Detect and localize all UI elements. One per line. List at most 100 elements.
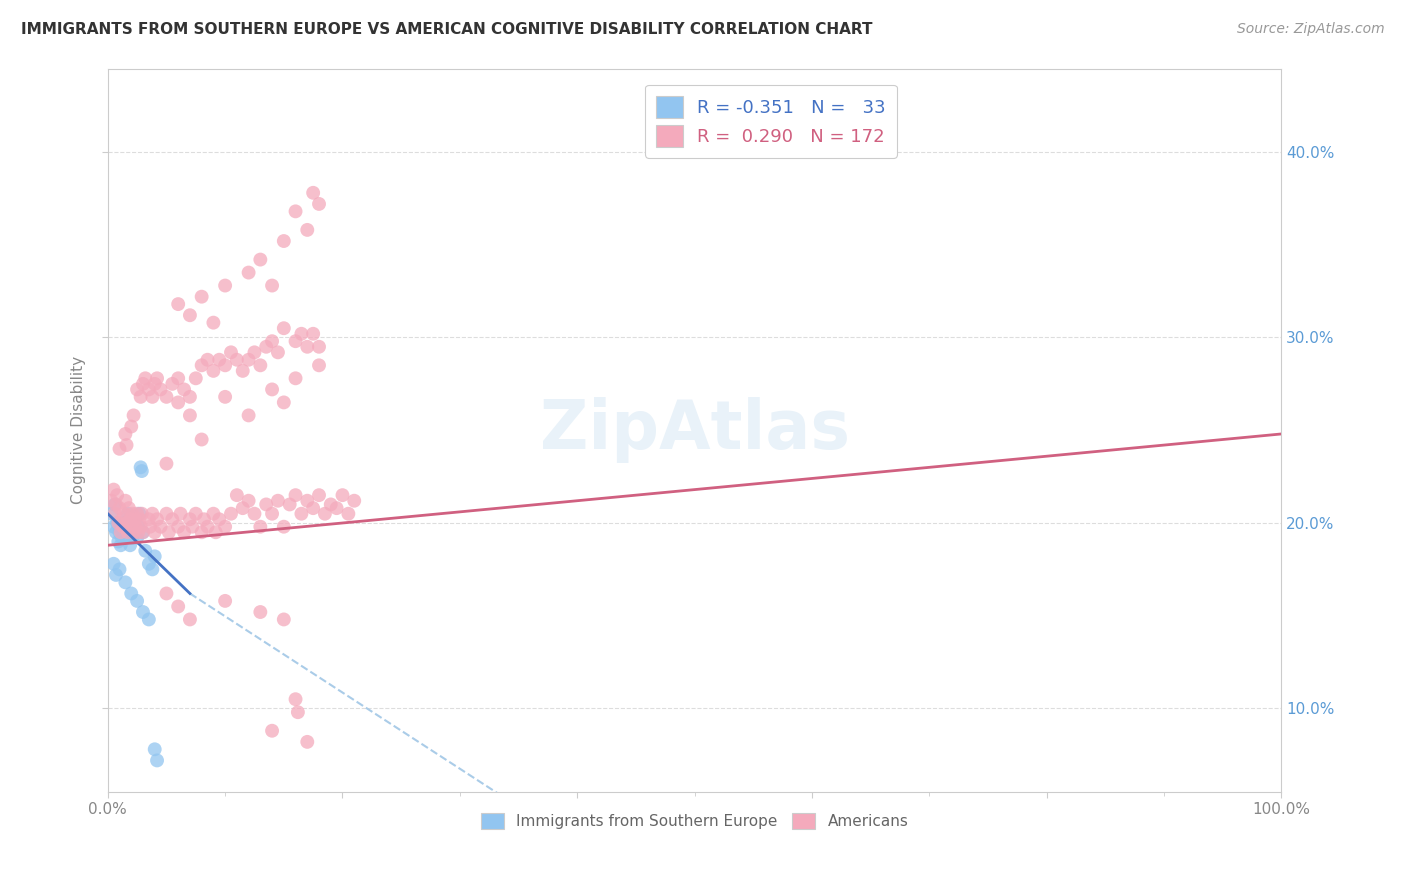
Point xyxy=(157,525,180,540)
Point xyxy=(267,493,290,508)
Point xyxy=(184,371,207,385)
Point xyxy=(129,519,152,533)
Point xyxy=(143,376,166,391)
Point xyxy=(124,512,146,526)
Point xyxy=(214,278,236,293)
Point xyxy=(103,519,125,533)
Point xyxy=(337,507,360,521)
Point xyxy=(108,562,131,576)
Point xyxy=(117,525,139,540)
Point xyxy=(128,512,150,526)
Point xyxy=(111,512,134,526)
Point xyxy=(146,753,169,767)
Point xyxy=(127,519,149,533)
Point xyxy=(105,516,128,530)
Point xyxy=(243,345,266,359)
Point xyxy=(132,525,155,540)
Point xyxy=(262,507,284,521)
Point xyxy=(208,512,231,526)
Point xyxy=(112,507,135,521)
Text: IMMIGRANTS FROM SOUTHERN EUROPE VS AMERICAN COGNITIVE DISABILITY CORRELATION CHA: IMMIGRANTS FROM SOUTHERN EUROPE VS AMERI… xyxy=(21,22,873,37)
Point xyxy=(232,364,254,378)
Point xyxy=(319,498,342,512)
Point xyxy=(262,723,284,738)
Point xyxy=(118,501,141,516)
Point xyxy=(167,519,190,533)
Point xyxy=(308,197,330,211)
Point xyxy=(308,340,330,354)
Point xyxy=(179,390,201,404)
Point xyxy=(167,395,190,409)
Point xyxy=(254,498,277,512)
Point xyxy=(132,525,155,540)
Point xyxy=(104,507,127,521)
Point xyxy=(155,457,177,471)
Point xyxy=(104,498,127,512)
Point xyxy=(143,549,166,564)
Point xyxy=(314,507,336,521)
Point xyxy=(238,266,260,280)
Point xyxy=(107,534,129,549)
Point xyxy=(179,409,201,423)
Point xyxy=(128,507,150,521)
Point xyxy=(173,525,195,540)
Point xyxy=(190,525,212,540)
Point xyxy=(127,507,149,521)
Point xyxy=(249,605,271,619)
Point xyxy=(103,557,125,571)
Legend: Immigrants from Southern Europe, Americans: Immigrants from Southern Europe, America… xyxy=(475,806,914,835)
Point xyxy=(238,493,260,508)
Point xyxy=(273,395,295,409)
Point xyxy=(219,345,242,359)
Point xyxy=(138,383,160,397)
Point xyxy=(146,371,169,385)
Point xyxy=(284,204,307,219)
Point xyxy=(100,493,122,508)
Point xyxy=(249,359,271,373)
Point xyxy=(155,390,177,404)
Point xyxy=(202,364,225,378)
Point xyxy=(214,390,236,404)
Point xyxy=(197,352,219,367)
Point xyxy=(262,334,284,349)
Point xyxy=(190,290,212,304)
Point xyxy=(243,507,266,521)
Point xyxy=(141,507,163,521)
Point xyxy=(167,371,190,385)
Point xyxy=(139,519,162,533)
Point xyxy=(149,383,172,397)
Point xyxy=(155,586,177,600)
Point xyxy=(118,525,141,540)
Point xyxy=(103,483,125,497)
Point xyxy=(127,531,149,545)
Point xyxy=(225,352,247,367)
Point xyxy=(262,383,284,397)
Point xyxy=(284,334,307,349)
Point xyxy=(302,501,325,516)
Point xyxy=(149,519,172,533)
Point xyxy=(238,409,260,423)
Point xyxy=(131,507,153,521)
Point xyxy=(184,507,207,521)
Point xyxy=(134,544,156,558)
Point xyxy=(132,376,155,391)
Point xyxy=(179,512,201,526)
Point xyxy=(115,531,138,545)
Point xyxy=(155,507,177,521)
Point xyxy=(115,516,138,530)
Point xyxy=(325,501,347,516)
Y-axis label: Cognitive Disability: Cognitive Disability xyxy=(72,356,86,504)
Point xyxy=(104,568,127,582)
Point xyxy=(238,352,260,367)
Point xyxy=(297,223,319,237)
Point xyxy=(127,594,149,608)
Point xyxy=(100,507,122,521)
Point xyxy=(273,234,295,248)
Point xyxy=(122,525,145,540)
Point xyxy=(162,376,184,391)
Point xyxy=(131,464,153,478)
Point xyxy=(129,390,152,404)
Point xyxy=(181,519,204,533)
Point xyxy=(115,438,138,452)
Point xyxy=(167,599,190,614)
